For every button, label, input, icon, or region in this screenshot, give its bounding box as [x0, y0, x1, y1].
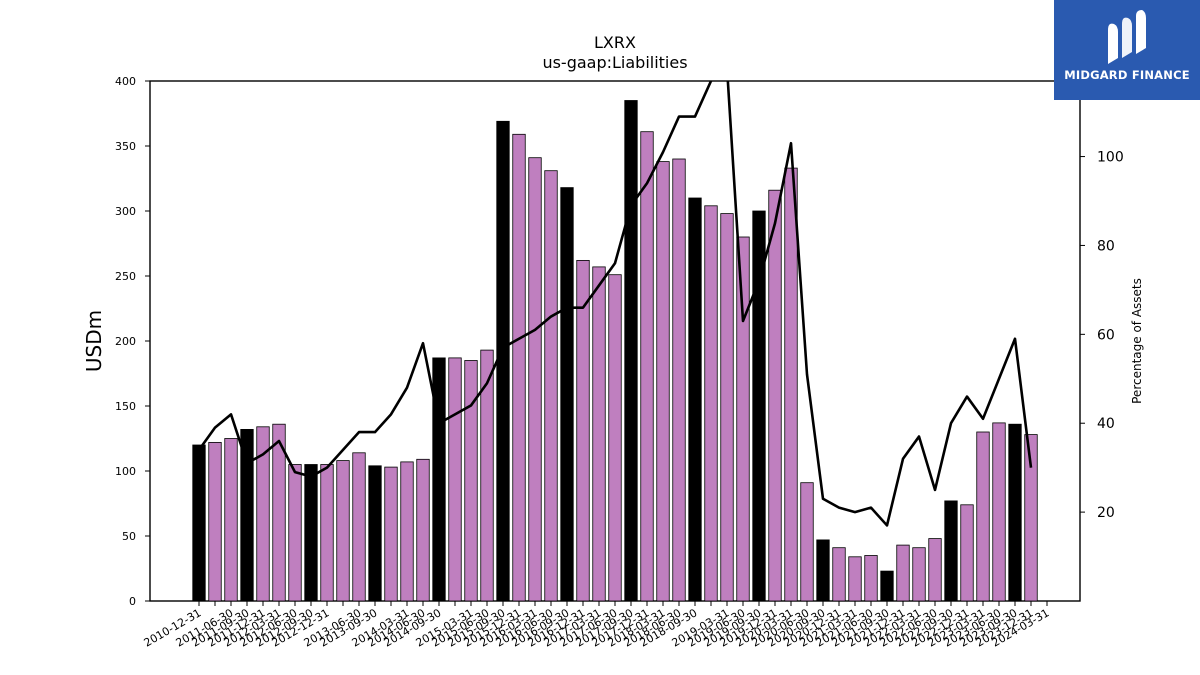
- bar-2012-06-30: [288, 464, 302, 602]
- bar-2016-09-30: [560, 187, 574, 602]
- bar-2018-09-30: [688, 197, 702, 602]
- bar-2014-06-30: [416, 458, 430, 602]
- y-tick-label: 400: [115, 75, 136, 88]
- x-axis: 2010-12-312011-06-302011-09-302011-12-31…: [142, 601, 1052, 650]
- y-axis-label: USDm: [82, 310, 106, 372]
- bar-2014-09-30: [432, 357, 446, 602]
- bar-2019-03-31: [720, 213, 734, 602]
- logo-mark-icon: [1108, 10, 1146, 65]
- bar-2020-06-30: [800, 482, 814, 602]
- bar-2011-03-31: [208, 441, 222, 602]
- bar-2017-12-31: [640, 131, 654, 602]
- bar-2022-03-31: [912, 547, 926, 602]
- bar-2020-03-31: [784, 167, 798, 602]
- bar-2010-12-31: [192, 444, 206, 602]
- bar-2015-09-30: [496, 120, 510, 602]
- bars: [192, 100, 1038, 602]
- bar-2014-03-31: [400, 461, 414, 602]
- y-tick-label: 300: [115, 205, 136, 218]
- y2-tick-label: 20: [1097, 505, 1115, 521]
- plot-area: [149, 80, 1081, 602]
- bar-2012-12-31: [320, 464, 334, 602]
- bar-2021-09-30: [880, 570, 894, 602]
- bar-2016-06-30: [544, 170, 558, 602]
- y2-tick-label: 100: [1097, 150, 1124, 166]
- y2-tick-label: 60: [1097, 327, 1115, 343]
- bar-2018-03-31: [656, 161, 670, 602]
- bar-2012-09-30: [304, 464, 318, 602]
- y-axis-right: 20 40 60 80 100: [1080, 150, 1124, 521]
- chart-title: LXRX: [594, 33, 636, 52]
- bar-2015-12-31: [512, 133, 526, 602]
- y2-tick-label: 40: [1097, 416, 1115, 432]
- bar-2023-03-31: [976, 431, 990, 602]
- chart-subtitle: us-gaap:Liabilities: [542, 53, 687, 72]
- bar-2018-06-30: [672, 158, 686, 602]
- bar-2021-03-31: [848, 556, 862, 602]
- bar-2021-12-31: [896, 544, 910, 602]
- y-tick-label: 100: [115, 465, 136, 478]
- bar-2019-12-31: [768, 189, 782, 602]
- y-axis-left: 0 50 100 150 200 250 300 350 400: [115, 75, 150, 608]
- y-tick-label: 350: [115, 140, 136, 153]
- bar-2023-09-30: [1008, 423, 1022, 602]
- bar-2013-09-30: [368, 465, 382, 602]
- bar-2011-09-30: [240, 428, 254, 602]
- bar-2020-09-30: [816, 539, 830, 602]
- bar-2020-12-31: [832, 547, 846, 602]
- bar-2016-03-31: [528, 157, 542, 602]
- logo-text: MIDGARD FINANCE: [1064, 68, 1190, 82]
- y-tick-label: 250: [115, 270, 136, 283]
- bar-2014-12-31: [448, 357, 462, 602]
- bar-2022-09-30: [944, 500, 958, 602]
- y-tick-label: 0: [129, 595, 136, 608]
- bar-2019-06-30: [736, 236, 750, 602]
- bar-2011-06-30: [224, 438, 238, 602]
- midgard-finance-logo: MIDGARD FINANCE: [1054, 0, 1200, 100]
- bar-2021-06-30: [864, 555, 878, 602]
- bar-2023-06-30: [992, 422, 1006, 602]
- bar-2017-06-30: [608, 274, 622, 602]
- bar-2022-12-31: [960, 504, 974, 602]
- y-tick-label: 150: [115, 400, 136, 413]
- y2-tick-label: 80: [1097, 238, 1115, 254]
- bar-2013-03-31: [336, 460, 350, 602]
- bar-2017-09-30: [624, 100, 638, 602]
- bar-2013-06-30: [352, 452, 366, 602]
- percentage-series-line: [197, 81, 1033, 527]
- y2-axis-label: Percentage of Assets: [1130, 278, 1144, 404]
- percentage-line: [197, 81, 1033, 527]
- bar-2016-12-31: [576, 259, 590, 602]
- bar-2013-12-31: [384, 466, 398, 602]
- y-tick-label: 50: [122, 530, 136, 543]
- bar-2015-03-31: [464, 360, 478, 602]
- y-tick-label: 200: [115, 335, 136, 348]
- bar-2017-03-31: [592, 266, 606, 602]
- bar-2018-12-31: [704, 205, 718, 602]
- bar-2022-06-30: [928, 538, 942, 602]
